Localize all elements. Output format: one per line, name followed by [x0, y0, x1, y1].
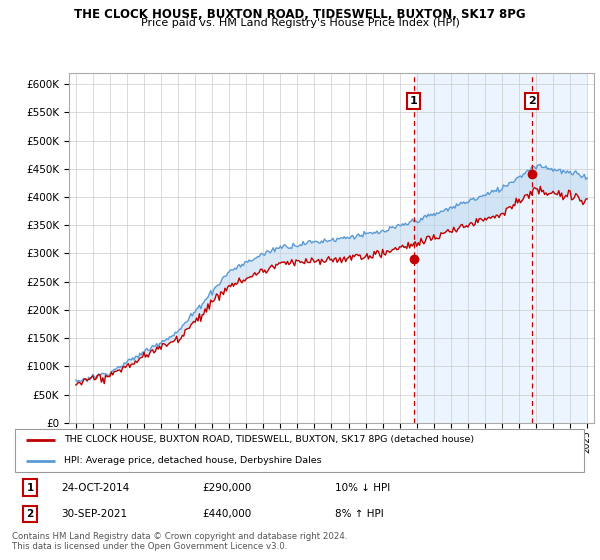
- Text: HPI: Average price, detached house, Derbyshire Dales: HPI: Average price, detached house, Derb…: [64, 456, 322, 465]
- Text: 2: 2: [26, 509, 34, 519]
- Text: 10% ↓ HPI: 10% ↓ HPI: [335, 483, 390, 493]
- Text: 24-OCT-2014: 24-OCT-2014: [61, 483, 129, 493]
- Text: 1: 1: [26, 483, 34, 493]
- Text: 8% ↑ HPI: 8% ↑ HPI: [335, 509, 383, 519]
- Text: Price paid vs. HM Land Registry's House Price Index (HPI): Price paid vs. HM Land Registry's House …: [140, 18, 460, 29]
- FancyBboxPatch shape: [15, 428, 584, 472]
- Text: 1: 1: [410, 96, 418, 106]
- Text: £290,000: £290,000: [202, 483, 251, 493]
- Text: 2: 2: [528, 96, 536, 106]
- Text: £440,000: £440,000: [202, 509, 251, 519]
- Text: 30-SEP-2021: 30-SEP-2021: [61, 509, 127, 519]
- Text: Contains HM Land Registry data © Crown copyright and database right 2024.
This d: Contains HM Land Registry data © Crown c…: [12, 532, 347, 552]
- Text: THE CLOCK HOUSE, BUXTON ROAD, TIDESWELL, BUXTON, SK17 8PG (detached house): THE CLOCK HOUSE, BUXTON ROAD, TIDESWELL,…: [64, 435, 474, 444]
- Text: THE CLOCK HOUSE, BUXTON ROAD, TIDESWELL, BUXTON, SK17 8PG: THE CLOCK HOUSE, BUXTON ROAD, TIDESWELL,…: [74, 8, 526, 21]
